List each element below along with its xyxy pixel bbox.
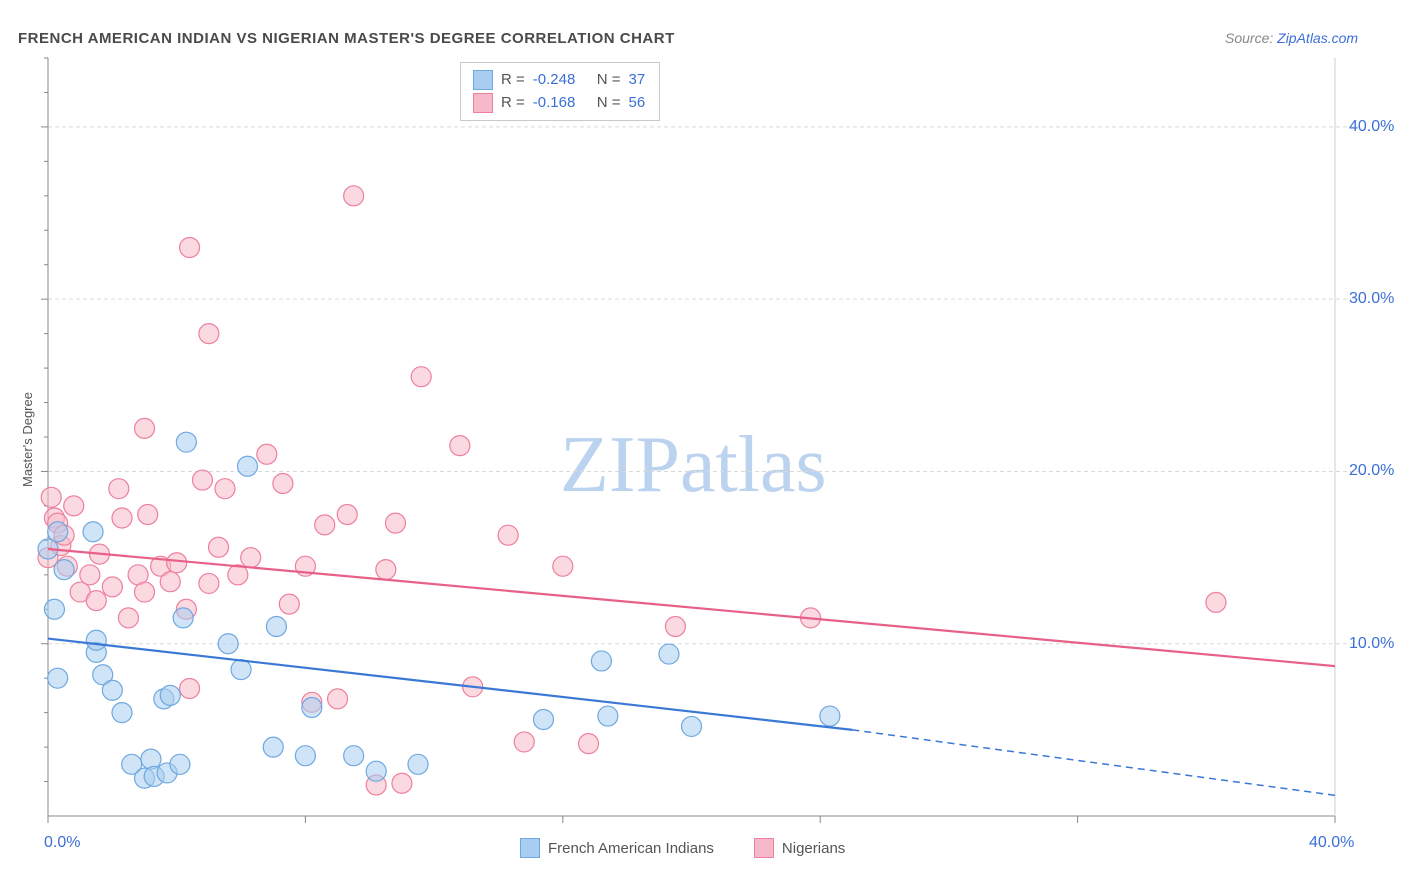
data-point bbox=[376, 560, 396, 580]
data-point bbox=[160, 685, 180, 705]
data-point bbox=[591, 651, 611, 671]
data-point bbox=[498, 525, 518, 545]
data-point bbox=[112, 703, 132, 723]
data-point bbox=[579, 734, 599, 754]
data-point bbox=[170, 754, 190, 774]
data-point bbox=[598, 706, 618, 726]
data-point bbox=[48, 668, 68, 688]
data-point bbox=[392, 773, 412, 793]
data-point bbox=[118, 608, 138, 628]
data-point bbox=[241, 548, 261, 568]
data-point bbox=[64, 496, 84, 516]
data-point bbox=[257, 444, 277, 464]
data-point bbox=[266, 617, 286, 637]
trend-line bbox=[48, 639, 852, 730]
data-point bbox=[385, 513, 405, 533]
data-point bbox=[41, 487, 61, 507]
data-point bbox=[102, 680, 122, 700]
data-point bbox=[302, 697, 322, 717]
data-point bbox=[180, 238, 200, 258]
data-point bbox=[450, 436, 470, 456]
data-point bbox=[199, 573, 219, 593]
data-point bbox=[83, 522, 103, 542]
data-point bbox=[192, 470, 212, 490]
data-point bbox=[173, 608, 193, 628]
data-point bbox=[665, 617, 685, 637]
y-tick-label: 40.0% bbox=[1349, 118, 1394, 136]
data-point bbox=[411, 367, 431, 387]
data-point bbox=[167, 553, 187, 573]
data-point bbox=[366, 761, 386, 781]
y-tick-label: 30.0% bbox=[1349, 290, 1394, 308]
data-point bbox=[1206, 592, 1226, 612]
data-point bbox=[273, 474, 293, 494]
data-point bbox=[514, 732, 534, 752]
data-point bbox=[209, 537, 229, 557]
data-point bbox=[86, 630, 106, 650]
y-tick-label: 20.0% bbox=[1349, 462, 1394, 480]
data-point bbox=[659, 644, 679, 664]
trend-line bbox=[48, 549, 1335, 666]
data-point bbox=[344, 186, 364, 206]
data-point bbox=[44, 599, 64, 619]
scatter-plot bbox=[0, 0, 1406, 892]
data-point bbox=[263, 737, 283, 757]
data-point bbox=[109, 479, 129, 499]
data-point bbox=[344, 746, 364, 766]
data-point bbox=[135, 582, 155, 602]
data-point bbox=[337, 505, 357, 525]
data-point bbox=[80, 565, 100, 585]
data-point bbox=[102, 577, 122, 597]
y-tick-label: 10.0% bbox=[1349, 635, 1394, 653]
data-point bbox=[54, 560, 74, 580]
x-tick-label: 0.0% bbox=[44, 834, 80, 852]
data-point bbox=[160, 572, 180, 592]
data-point bbox=[86, 591, 106, 611]
data-point bbox=[237, 456, 257, 476]
data-point bbox=[138, 505, 158, 525]
data-point bbox=[141, 749, 161, 769]
data-point bbox=[315, 515, 335, 535]
data-point bbox=[533, 710, 553, 730]
data-point bbox=[408, 754, 428, 774]
data-point bbox=[215, 479, 235, 499]
data-point bbox=[199, 324, 219, 344]
data-point bbox=[328, 689, 348, 709]
data-point bbox=[279, 594, 299, 614]
data-point bbox=[682, 716, 702, 736]
trend-line-extrapolated bbox=[852, 730, 1335, 795]
data-point bbox=[112, 508, 132, 528]
data-point bbox=[180, 679, 200, 699]
data-point bbox=[135, 418, 155, 438]
x-tick-label: 40.0% bbox=[1309, 834, 1354, 852]
data-point bbox=[820, 706, 840, 726]
data-point bbox=[295, 746, 315, 766]
data-point bbox=[231, 660, 251, 680]
data-point bbox=[48, 522, 68, 542]
data-point bbox=[218, 634, 238, 654]
data-point bbox=[553, 556, 573, 576]
data-point bbox=[176, 432, 196, 452]
